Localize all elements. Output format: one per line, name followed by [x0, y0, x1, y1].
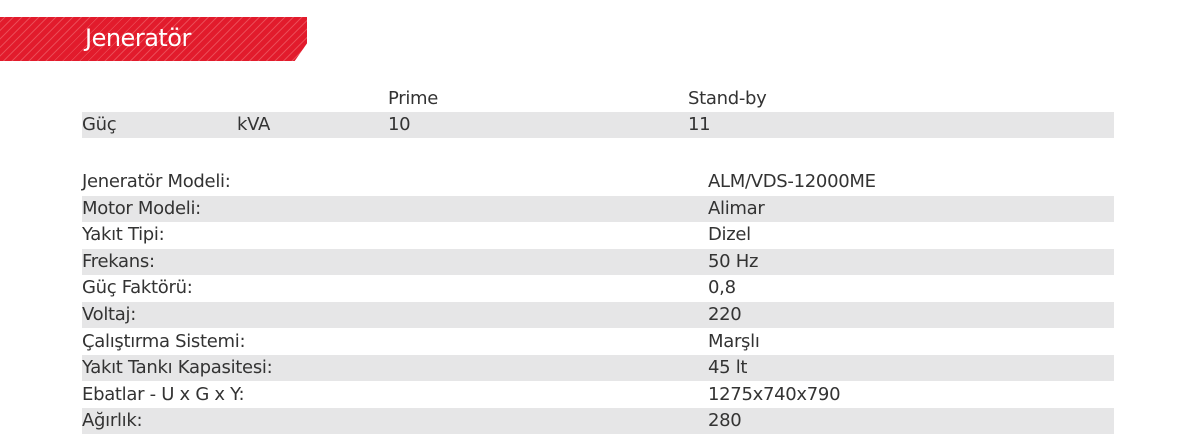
spec-row: Ebatlar - U x G x Y: 1275x740x790: [82, 382, 1114, 408]
section-banner: Jeneratör: [0, 17, 307, 61]
header-standby: Stand-by: [688, 88, 767, 109]
spec-row: Yakıt Tipi: Dizel: [82, 222, 1114, 248]
section-title: Jeneratör: [85, 24, 191, 52]
spec-row: Voltaj: 220: [82, 302, 1114, 328]
spec-label: Yakıt Tankı Kapasitesi:: [82, 357, 273, 379]
spec-label: Ağırlık:: [82, 410, 143, 432]
spec-label: Ebatlar - U x G x Y:: [82, 383, 245, 405]
spec-value: 280: [708, 410, 742, 432]
spec-value: Dizel: [708, 224, 751, 246]
spec-value: 0,8: [708, 277, 736, 299]
spec-value: Alimar: [708, 197, 765, 219]
spec-label: Motor Modeli:: [82, 197, 201, 219]
spec-value: Marşlı: [708, 330, 760, 352]
spec-value: 50 Hz: [708, 250, 759, 272]
spec-value: ALM/VDS-12000ME: [708, 171, 876, 192]
power-label: Güç: [82, 114, 117, 135]
header-prime: Prime: [388, 88, 439, 109]
spec-row: Çalıştırma Sistemi: Marşlı: [82, 329, 1114, 355]
spec-row: Güç Faktörü: 0,8: [82, 275, 1114, 301]
spec-value: 1275x740x790: [708, 383, 841, 405]
power-prime: 10: [388, 114, 411, 135]
power-header-row: Prime Stand-by: [82, 86, 1114, 112]
spec-label: Jeneratör Modeli:: [82, 171, 231, 192]
spec-row: Jeneratör Modeli: ALM/VDS-12000ME: [82, 169, 1114, 195]
spec-label: Yakıt Tipi:: [82, 224, 165, 246]
power-standby: 11: [688, 114, 711, 135]
spec-row: Motor Modeli: Alimar: [82, 195, 1114, 222]
spec-row: Frekans: 50 Hz: [82, 248, 1114, 275]
spec-row: Yakıt Tankı Kapasitesi: 45 lt: [82, 355, 1114, 382]
spec-value: 45 lt: [708, 357, 748, 379]
spec-label: Güç Faktörü:: [82, 277, 193, 299]
spec-label: Frekans:: [82, 250, 155, 272]
power-unit: kVA: [237, 114, 270, 135]
spec-label: Voltaj:: [82, 304, 136, 325]
spec-label: Çalıştırma Sistemi:: [82, 330, 246, 352]
power-row: Güç kVA 10 11: [82, 112, 1114, 138]
spec-row: Ağırlık: 280: [82, 408, 1114, 435]
spec-value: 220: [708, 304, 742, 325]
